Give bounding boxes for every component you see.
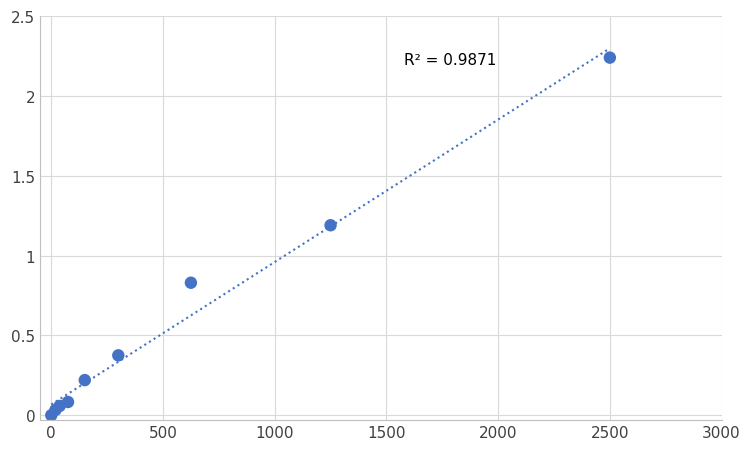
Point [45, 412, 57, 419]
Point [185, 280, 197, 287]
Point [604, 55, 616, 62]
Point [112, 352, 124, 359]
Point [79, 377, 91, 384]
Text: R² = 0.9871: R² = 0.9871 [405, 53, 496, 68]
Point [62, 399, 74, 406]
Point [53, 402, 65, 410]
Point [325, 222, 337, 230]
Point [50, 406, 62, 414]
